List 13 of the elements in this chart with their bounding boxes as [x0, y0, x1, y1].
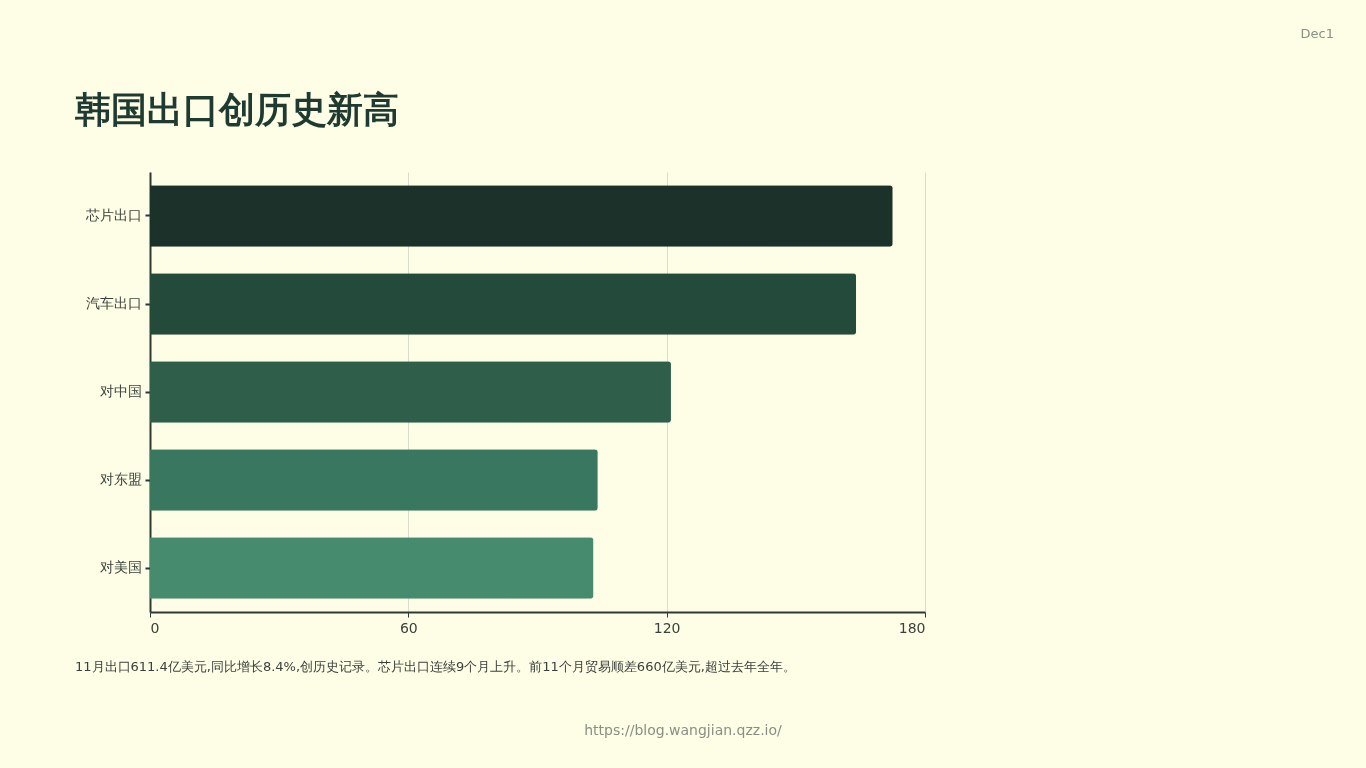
y-tick-label: 对美国 [99, 559, 142, 575]
y-tick-label: 对东盟 [99, 471, 142, 487]
x-tick-label: 0 [150, 619, 160, 636]
chart-title: 韩国出口创历史新高 [75, 88, 399, 132]
x-tick-label: 180 [898, 619, 926, 636]
text: Dec1 [1300, 26, 1334, 41]
text: https://blog.wangjian.qzz.io/ [583, 722, 783, 738]
y-tick-label: 芯片出口 [84, 207, 142, 223]
y-tick-label: 对中国 [99, 383, 142, 399]
text: 11月出口611.4亿美元,同比增长8.4%,创历史记录。芯片出口连续9个月上升。前11个月贸易顺差660亿美元,超过去年全年。 [75, 658, 796, 676]
x-tick-label: 60 [399, 619, 418, 636]
y-tick-label: 汽车出口 [85, 295, 142, 311]
x-tick-label: 120 [653, 619, 681, 636]
